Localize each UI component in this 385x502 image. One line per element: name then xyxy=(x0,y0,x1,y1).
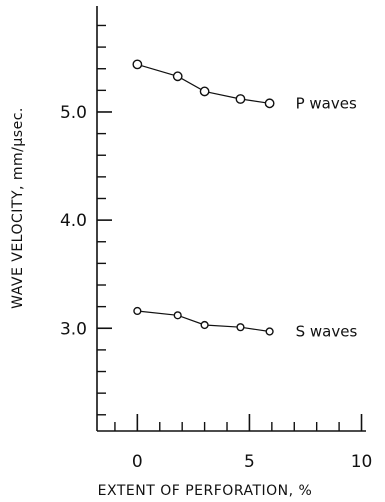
data-point xyxy=(132,59,143,70)
series-points xyxy=(132,59,275,336)
x-tick-label: 0 xyxy=(132,452,143,472)
data-point xyxy=(265,327,274,336)
axes xyxy=(96,6,366,432)
data-point xyxy=(235,94,246,104)
y-tick-label: 5.0 xyxy=(60,103,87,123)
data-point xyxy=(236,323,245,332)
data-point xyxy=(172,71,183,82)
data-point xyxy=(199,86,210,97)
series-labels: P waves S waves xyxy=(296,94,358,340)
y-axis-title: WAVE VELOCITY, mm/μsec. xyxy=(10,107,26,309)
ticks xyxy=(97,24,363,431)
series-line-0 xyxy=(137,63,270,104)
data-point xyxy=(173,311,182,320)
data-point xyxy=(264,98,275,109)
y-tick-label: 3.0 xyxy=(60,319,87,339)
series-label: S waves xyxy=(296,323,358,341)
x-axis-title: EXTENT OF PERFORATION, % xyxy=(98,483,313,499)
x-tick-label: 5 xyxy=(244,452,255,472)
x-tick-label: 10 xyxy=(351,452,373,472)
series-label: P waves xyxy=(296,94,357,112)
series-lines xyxy=(137,63,270,333)
tick-labels: 3.0 4.0 5.0 0 5 10 xyxy=(60,103,372,472)
data-point xyxy=(133,306,142,316)
y-tick-label: 4.0 xyxy=(60,211,87,231)
data-point xyxy=(200,320,209,330)
